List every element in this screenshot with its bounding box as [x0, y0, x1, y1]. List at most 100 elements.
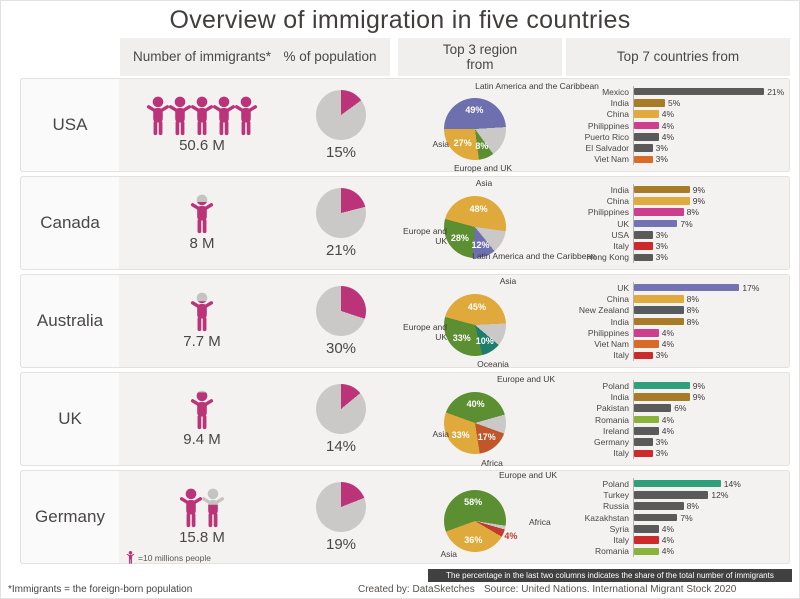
immigrant-count: 8 M — [189, 235, 215, 252]
person-icon-partial — [189, 390, 215, 430]
immigrant-pictogram: 15.8 M — [116, 471, 288, 563]
column-header-immigrants: Number of immigrants* % of population — [120, 38, 390, 76]
country-bar-row: Philippines 4% — [567, 119, 787, 132]
country-bar-row: Poland 9% — [567, 380, 787, 392]
bar-value: 7% — [680, 218, 693, 229]
population-pie — [316, 383, 366, 434]
top-countries-chart: Poland 9% India 9% Pakistan 6% Romania 4% Irelan… — [567, 380, 787, 460]
bar-country-label: Romania — [594, 546, 629, 557]
region-percentage: 58% — [464, 497, 483, 508]
bar-country-label: China — [606, 109, 629, 120]
person-icons — [179, 488, 226, 528]
bar-track: 8% — [633, 206, 787, 218]
bar-value: 6% — [674, 403, 687, 414]
immigrant-count: 7.7 M — [183, 333, 221, 350]
bar-country-label: New Zealand — [578, 305, 629, 316]
country-bar-row: New Zealand 8% — [567, 304, 787, 316]
bar-country-label: India — [610, 184, 629, 195]
region-pie-cell: 49% Latin America and the Caribbean 8% Euro… — [411, 79, 601, 173]
bar-country-label: Ireland — [603, 425, 629, 436]
bar-track: 4% — [633, 413, 787, 426]
bar-track: 4% — [633, 327, 787, 339]
region-label: Asia — [475, 178, 493, 188]
bar-value: 4% — [661, 339, 675, 350]
region-label: Asia — [499, 276, 517, 286]
country-name: UK — [21, 373, 119, 465]
person-icon-full — [211, 96, 237, 136]
bar — [634, 208, 684, 216]
region-pie-cell: 58% Europe and UK 4% Africa 36% Asia — [411, 470, 601, 563]
region-pie — [444, 98, 506, 160]
bar-track: 4% — [633, 119, 787, 132]
region-label: Europe and UK — [403, 322, 447, 342]
bar-country-label: Philippines — [587, 327, 629, 338]
bar-track: 4% — [633, 131, 787, 143]
bar — [634, 242, 653, 250]
column-header-regions: Top 3 region from — [398, 38, 562, 76]
bar-value: 8% — [686, 305, 699, 316]
immigrant-pictogram: 50.6 M — [116, 79, 288, 171]
country-bar-row: India 9% — [567, 184, 787, 196]
bar-country-label: Turkey — [603, 489, 629, 500]
bar-country-label: UK — [617, 282, 629, 293]
bar — [634, 110, 659, 118]
bar-value: 4% — [661, 425, 675, 436]
region-percentage: 45% — [467, 301, 486, 312]
region-pie — [444, 392, 506, 454]
bar-country-label: China — [606, 293, 629, 304]
credit-created-by: Created by: DataSketches — [358, 584, 475, 595]
bar-country-label: Philippines — [587, 207, 629, 218]
top-countries-chart: Mexico 21% India 5% China 4% Philippines 4% Puer… — [567, 86, 787, 166]
bar-value: 3% — [655, 448, 668, 459]
bar-track: 9% — [633, 195, 787, 207]
bar-value: 8% — [686, 316, 699, 327]
country-bar-row: India 8% — [567, 315, 787, 328]
population-percentage: 21% — [325, 241, 357, 259]
bar-track: 7% — [633, 511, 787, 524]
bar-value: 4% — [661, 535, 675, 546]
bar-value: 9% — [692, 184, 706, 195]
bar — [634, 415, 659, 424]
population-percentage: 14% — [325, 437, 357, 455]
country-name: Germany — [21, 471, 119, 563]
region-label: Europe and UK — [403, 226, 447, 246]
bar-value: 3% — [655, 241, 668, 252]
bar-track: 3% — [633, 142, 787, 154]
bar-value: 3% — [655, 154, 668, 165]
country-bar-row: Philippines 4% — [567, 327, 787, 339]
person-icon-partial — [189, 292, 215, 332]
immigrant-pictogram: 8 M — [116, 177, 288, 269]
country-bar-row: Italy 3% — [567, 349, 787, 362]
country-bar-row: Viet Nam 4% — [567, 338, 787, 350]
bar-track: 14% — [633, 478, 787, 490]
region-label: Europe and UK — [453, 163, 513, 173]
bar-track: 4% — [633, 425, 787, 437]
region-percentage: 12% — [471, 239, 490, 250]
region-label: Latin America and the Caribbean — [475, 81, 599, 91]
bar — [634, 87, 765, 96]
footnote: *Immigrants = the foreign-born populatio… — [8, 584, 193, 595]
bar-value: 21% — [767, 86, 785, 97]
bar — [634, 404, 672, 412]
bar — [634, 491, 709, 499]
population-percentage: 15% — [325, 143, 357, 161]
column-header-regions-label: Top 3 region from — [442, 41, 518, 72]
bar-value: 12% — [711, 489, 729, 500]
page-title: Overview of immigration in five countrie… — [169, 6, 631, 34]
bar-country-label: UK — [617, 218, 629, 229]
column-header-countries-label: Top 7 countries from — [616, 49, 740, 65]
bar-country-label: Puerto Rico — [584, 131, 629, 142]
country-bar-row: Italy 3% — [567, 240, 787, 252]
bar-track: 3% — [633, 229, 787, 241]
bar-value: 8% — [686, 293, 699, 304]
bar — [634, 197, 690, 205]
region-percentage: 49% — [465, 105, 484, 116]
bar — [634, 427, 659, 435]
person-icon — [168, 96, 192, 136]
bar-country-label: Mexico — [602, 86, 629, 97]
immigrant-pictogram: 7.7 M — [116, 275, 288, 367]
bar-country-label: Germany — [594, 437, 629, 448]
region-pie-cell: 45% Asia 10% Oceania 33% Europe and UK — [403, 275, 601, 369]
bar-value: 17% — [742, 282, 760, 293]
person-icon-partial — [200, 488, 226, 528]
